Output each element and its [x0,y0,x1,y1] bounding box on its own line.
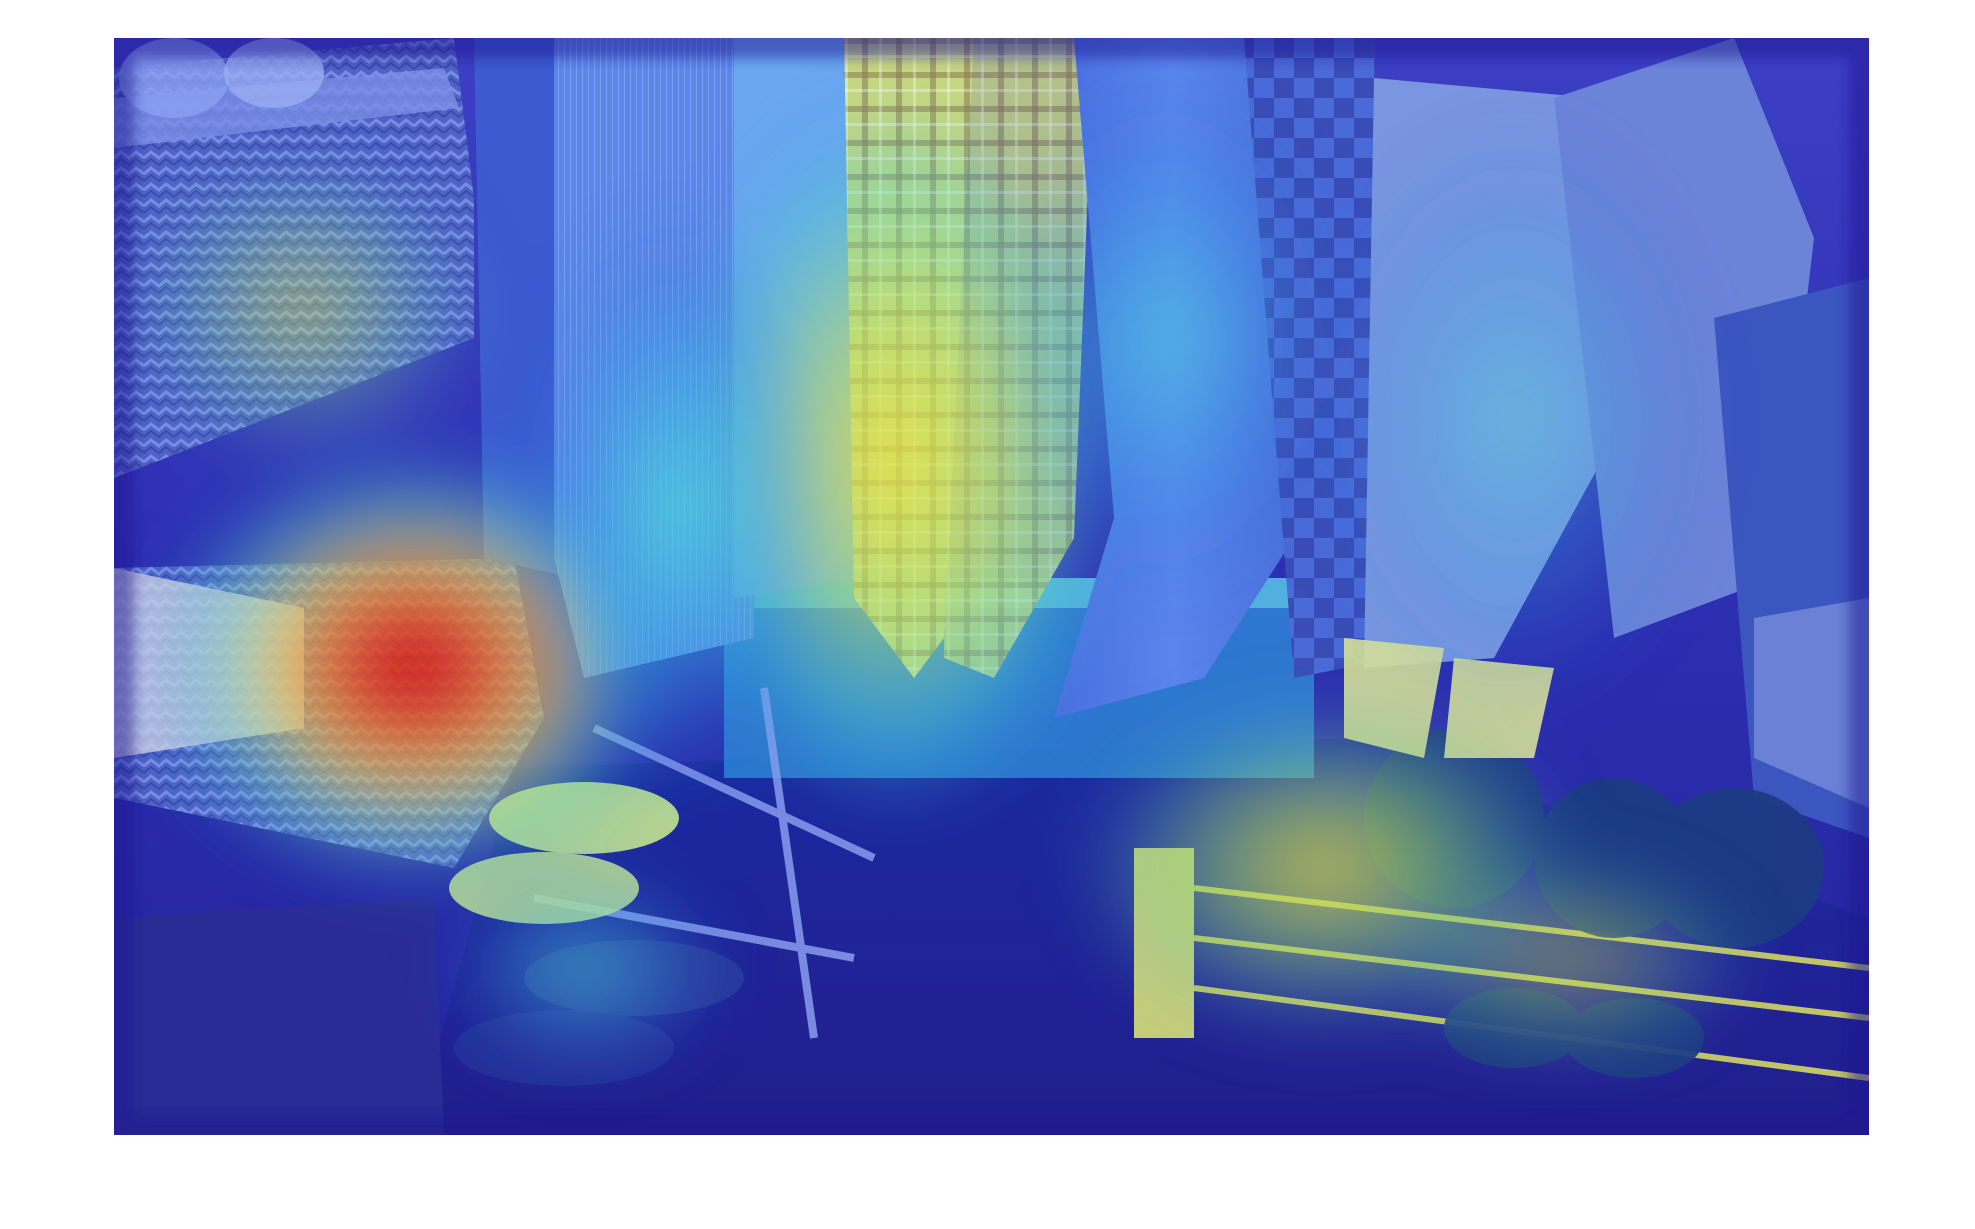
heatmap-overlay-image [114,38,1869,1135]
heatmap-overlay-svg [114,38,1869,1135]
bottom-left-basket [114,898,444,1135]
heatmap-activation [114,78,1764,1078]
